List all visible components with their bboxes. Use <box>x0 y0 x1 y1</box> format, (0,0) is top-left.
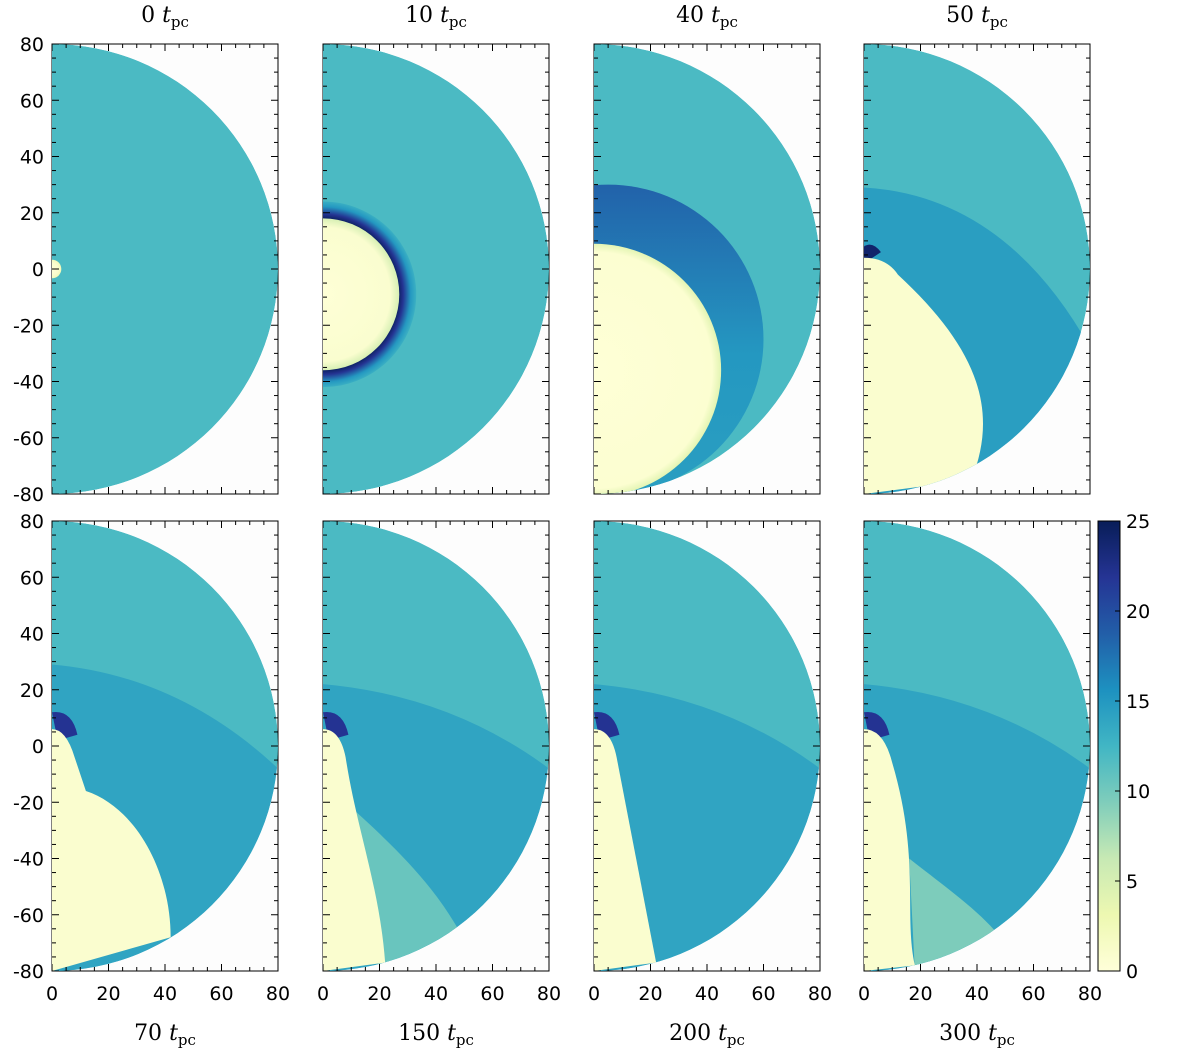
panel-0: 80 60 40 20 0 -20 -40 -60 -80 0 tpc <box>13 3 279 506</box>
x-tick-label: 80 <box>808 983 832 1005</box>
y-tick-label: -80 <box>13 484 44 506</box>
y-tick-label: 0 <box>32 259 44 281</box>
colorbar-tick-label: 20 <box>1126 601 1150 623</box>
colorbar-tick-label: 10 <box>1126 781 1150 803</box>
y-tick-label: 40 <box>20 147 44 169</box>
x-tick-label: 60 <box>209 983 233 1005</box>
panel-200: 0 20 40 60 80 200 tpc <box>588 520 832 1048</box>
x-tick-label: 20 <box>908 983 932 1005</box>
y-tick-label: 20 <box>20 680 44 702</box>
colorbar-tick-label: 25 <box>1126 511 1150 533</box>
colorbar-tick-label: 5 <box>1126 871 1138 893</box>
panel-10: 10 tpc <box>322 3 550 495</box>
y-tick-label: 40 <box>20 624 44 646</box>
x-tick-label: 40 <box>965 983 989 1005</box>
axis-ticks <box>51 43 279 495</box>
y-tick-label: -20 <box>13 792 44 814</box>
axis-ticks <box>593 520 821 972</box>
axis-ticks <box>863 43 1091 495</box>
x-tick-label: 40 <box>424 983 448 1005</box>
panel-300: 0 20 40 60 80 300 tpc <box>858 520 1102 1048</box>
x-tick-label: 0 <box>858 983 870 1005</box>
x-tick-label: 80 <box>537 983 561 1005</box>
y-tick-label: -40 <box>13 372 44 394</box>
y-tick-label: 0 <box>32 736 44 758</box>
density-field <box>594 44 820 494</box>
density-field <box>52 44 278 494</box>
panel-title: 40 tpc <box>676 3 738 31</box>
x-tick-label: 80 <box>266 983 290 1005</box>
x-tick-label: 40 <box>153 983 177 1005</box>
density-field <box>323 44 549 494</box>
panel-150: 0 20 40 60 80 150 tpc <box>317 520 561 1048</box>
y-tick-label: 60 <box>20 90 44 112</box>
axis-ticks <box>322 520 550 972</box>
x-tick-label: 80 <box>1078 983 1102 1005</box>
panel-title: 300 tpc <box>939 1021 1015 1048</box>
x-tick-label: 60 <box>1021 983 1045 1005</box>
panel-title: 0 tpc <box>141 3 189 31</box>
panel-40: 40 tpc <box>593 3 821 495</box>
x-tick-label: 60 <box>751 983 775 1005</box>
panel-title: 150 tpc <box>398 1021 474 1048</box>
colorbar: 0 5 10 15 20 25 <box>1097 511 1150 983</box>
x-tick-label: 0 <box>588 983 600 1005</box>
x-tick-label: 0 <box>46 983 58 1005</box>
x-tick-label: 0 <box>317 983 329 1005</box>
panel-title: 70 tpc <box>134 1021 196 1048</box>
y-tick-label: 80 <box>20 34 44 56</box>
y-tick-label: -60 <box>13 428 44 450</box>
axis-ticks <box>322 43 550 495</box>
y-tick-label: 80 <box>20 511 44 533</box>
y-tick-label: 20 <box>20 203 44 225</box>
axis-ticks <box>863 520 1091 972</box>
density-field <box>52 521 278 971</box>
colorbar-tick-label: 0 <box>1126 961 1138 983</box>
panel-50: 50 tpc <box>863 3 1091 495</box>
axis-ticks <box>593 43 821 495</box>
panel-title: 200 tpc <box>669 1021 745 1048</box>
panel-title: 10 tpc <box>405 3 467 31</box>
y-tick-label: -40 <box>13 849 44 871</box>
y-tick-label: -20 <box>13 315 44 337</box>
x-tick-label: 60 <box>480 983 504 1005</box>
y-tick-label: 60 <box>20 567 44 589</box>
density-field <box>864 44 1090 494</box>
x-tick-label: 20 <box>96 983 120 1005</box>
x-tick-label: 40 <box>695 983 719 1005</box>
y-tick-label: -80 <box>13 961 44 983</box>
axis-ticks <box>51 520 279 972</box>
panel-title: 50 tpc <box>946 3 1008 31</box>
y-tick-label: -60 <box>13 905 44 927</box>
colorbar-tick-label: 15 <box>1126 691 1150 713</box>
x-tick-label: 20 <box>367 983 391 1005</box>
x-tick-label: 20 <box>638 983 662 1005</box>
density-field <box>594 521 820 971</box>
